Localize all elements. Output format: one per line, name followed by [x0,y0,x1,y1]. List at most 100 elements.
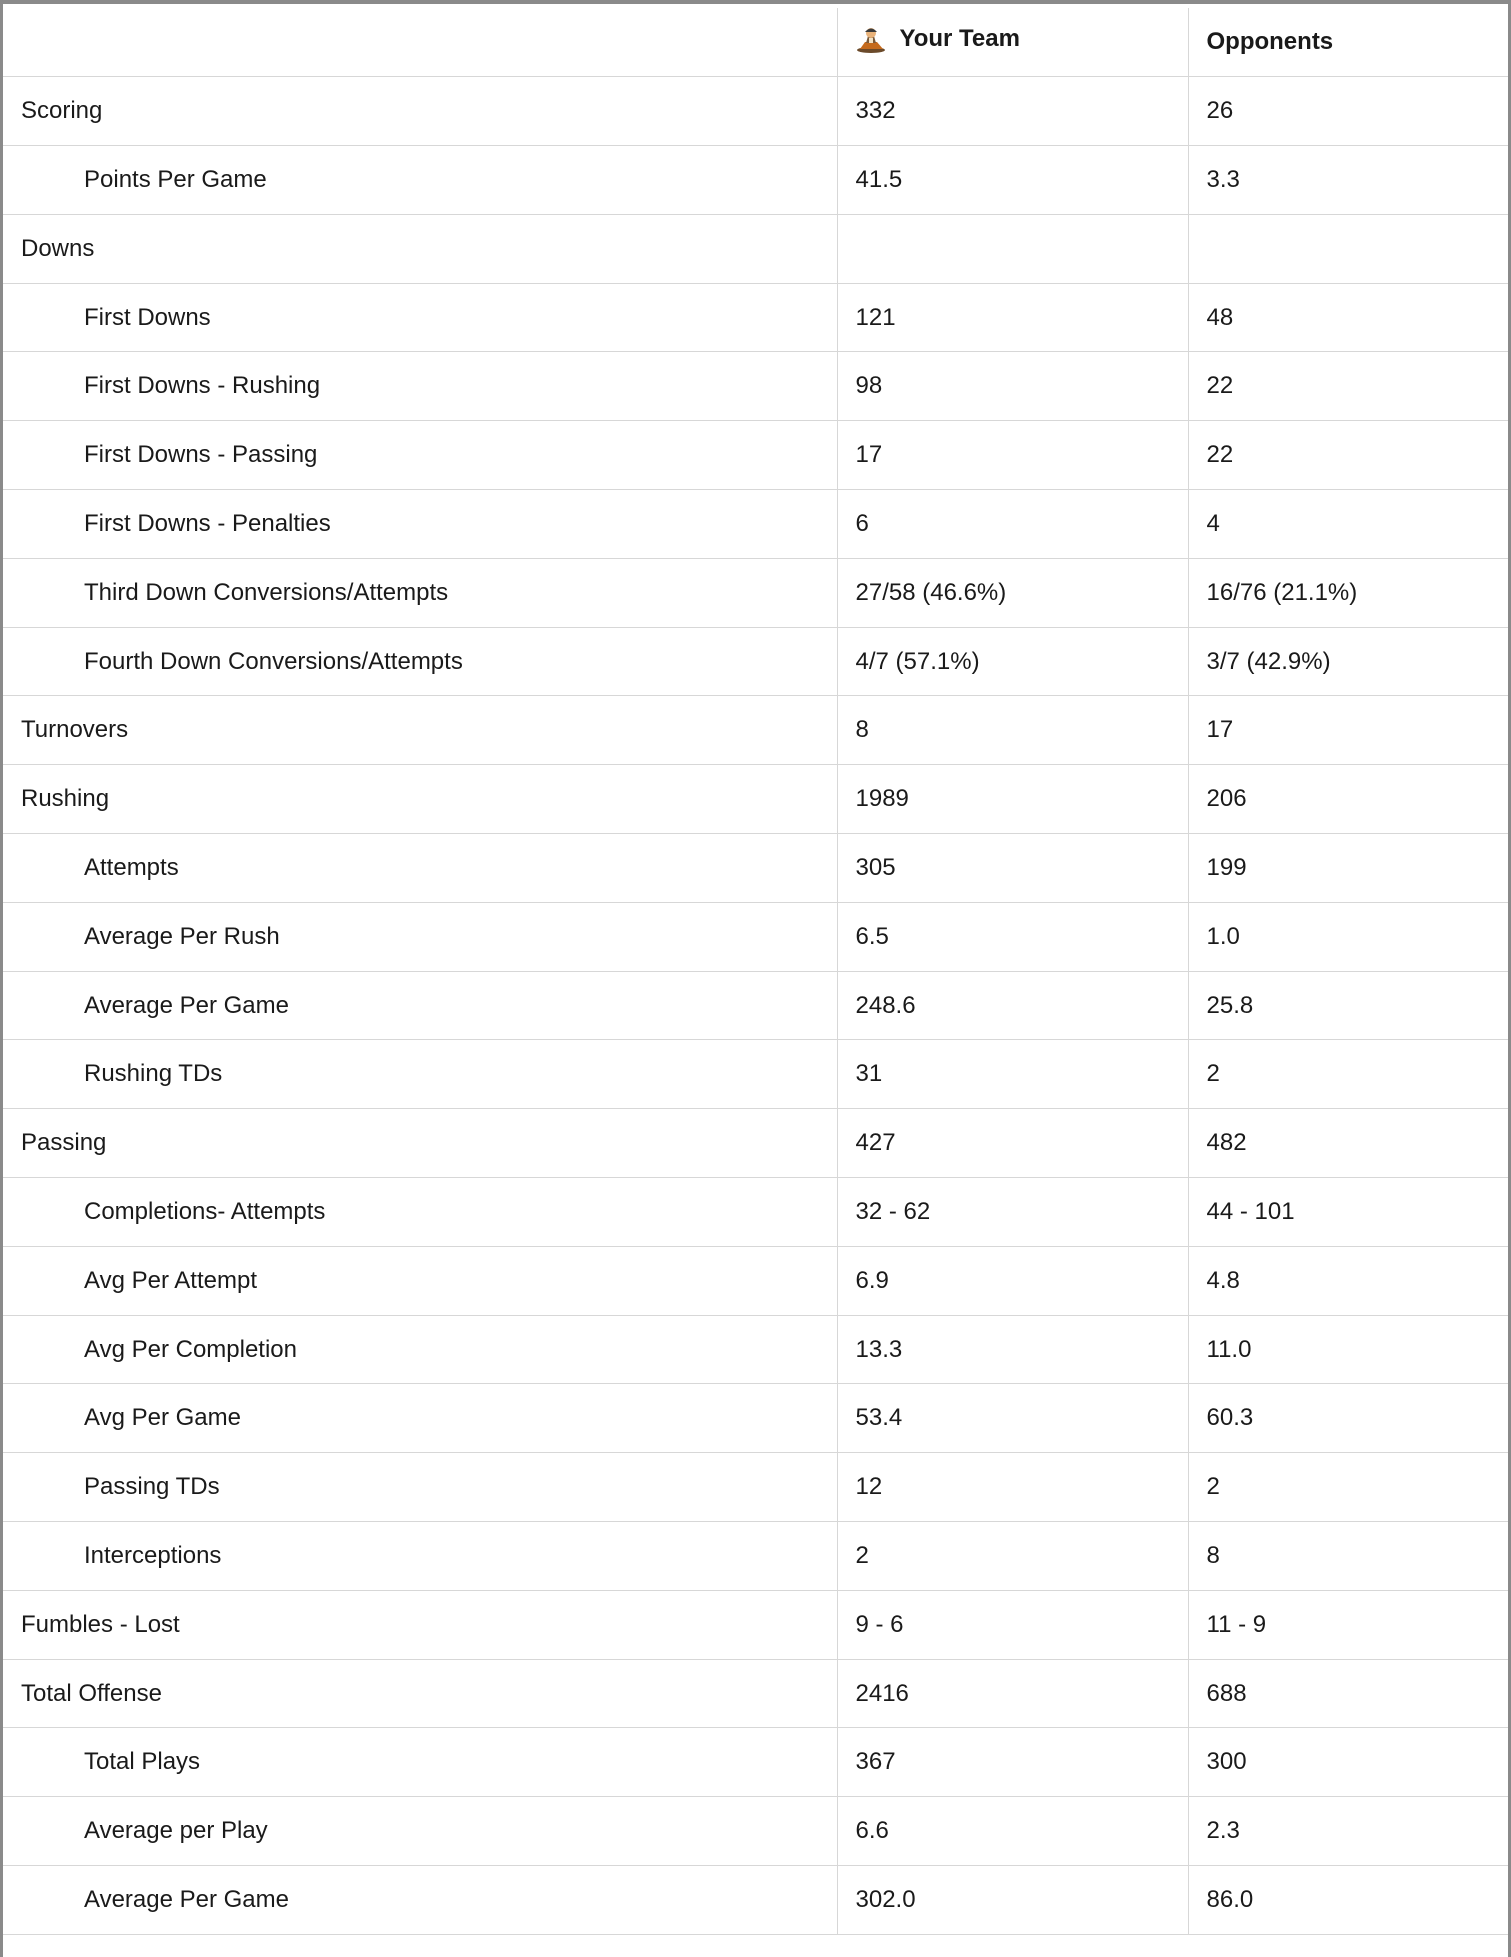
opponents-value: 300 [1187,1727,1508,1798]
stat-label: Attempts [3,833,837,903]
opponents-value: 2.3 [1187,1796,1508,1867]
opponents-value: 44 - 101 [1187,1177,1508,1247]
your-team-value: 32 - 62 [836,1177,1188,1247]
table-row: Total Plays 367 300 [3,1727,1508,1798]
opponents-value: 199 [1187,833,1508,903]
opponents-value: 86.0 [1187,1865,1508,1935]
your-team-value: 1989 [836,764,1188,835]
table-row: Rushing TDs 31 2 [3,1039,1508,1110]
your-team-value: 248.6 [836,971,1188,1041]
your-team-value: 53.4 [836,1383,1188,1454]
table-row: Avg Per Completion 13.3 11.0 [3,1315,1508,1385]
opponents-value: 11.0 [1187,1315,1508,1385]
table-row: Average per Play 6.6 2.3 [3,1796,1508,1867]
opponents-value: 2 [1187,1039,1508,1110]
stat-label: Avg Per Game [3,1383,837,1454]
your-team-value: 332 [836,76,1188,147]
table-row: Rushing 1989 206 [3,764,1508,835]
stat-label: First Downs [3,283,837,353]
stat-label: Completions- Attempts [3,1177,837,1247]
your-team-value: 13.3 [836,1315,1188,1385]
opponents-value: 17 [1187,695,1508,766]
stat-label: First Downs - Passing [3,420,837,491]
team-mascot-icon [856,25,886,53]
table-header-row: Your Team Opponents [3,8,1508,78]
opponents-value: 16/76 (21.1%) [1187,558,1508,628]
stat-label: First Downs - Rushing [3,351,837,422]
your-team-value: 6.9 [836,1246,1188,1316]
table-row: First Downs 121 48 [3,283,1508,353]
opponents-value: 60.3 [1187,1383,1508,1454]
table-row: Interceptions 2 8 [3,1521,1508,1591]
your-team-value: 9 - 6 [836,1590,1188,1660]
your-team-value: 305 [836,833,1188,903]
opponents-value: 206 [1187,764,1508,835]
stat-label: Fumbles - Lost [3,1590,837,1660]
stat-label: Downs [3,214,837,284]
stat-label: Turnovers [3,695,837,766]
opponents-value: 25.8 [1187,971,1508,1041]
stat-label: Scoring [3,76,837,147]
your-team-value: 6 [836,489,1188,559]
your-team-value [836,214,1188,284]
stat-label: Average Per Rush [3,902,837,972]
table-row: Total Offense 2416 688 [3,1659,1508,1729]
stat-label: Passing [3,1108,837,1179]
opponents-value: 688 [1187,1659,1508,1729]
stat-label: First Downs - Penalties [3,489,837,559]
your-team-value: 121 [836,283,1188,353]
your-team-value: 17 [836,420,1188,491]
your-team-value: 6.6 [836,1796,1188,1867]
table-row: Fumbles - Lost 9 - 6 11 - 9 [3,1590,1508,1660]
opponents-value: 8 [1187,1521,1508,1591]
opponents-value: 2 [1187,1452,1508,1523]
your-team-value: 2416 [836,1659,1188,1729]
stat-label: Total Offense [3,1659,837,1729]
table-row: Attempts 305 199 [3,833,1508,903]
your-team-value: 8 [836,695,1188,766]
table-row: First Downs - Passing 17 22 [3,420,1508,491]
stat-label: Avg Per Completion [3,1315,837,1385]
stat-label: Rushing TDs [3,1039,837,1110]
team-stats-table: Your Team Opponents Scoring 332 26 Points P… [3,8,1508,1935]
opponents-value: 1.0 [1187,902,1508,972]
opponents-value: 11 - 9 [1187,1590,1508,1660]
stat-label: Average Per Game [3,971,837,1041]
table-row: Points Per Game 41.5 3.3 [3,145,1508,215]
opponents-value: 48 [1187,283,1508,353]
your-team-column-header: Your Team [836,8,1188,78]
opponents-value: 22 [1187,420,1508,491]
your-team-value: 4/7 (57.1%) [836,627,1188,697]
opponents-column-header: Opponents [1187,8,1508,78]
table-row: Average Per Game 302.0 86.0 [3,1865,1508,1935]
stat-column-header [3,8,837,78]
stat-label: Average per Play [3,1796,837,1867]
stat-label: Third Down Conversions/Attempts [3,558,837,628]
opponents-value: 22 [1187,351,1508,422]
stat-label: Avg Per Attempt [3,1246,837,1316]
your-team-value: 367 [836,1727,1188,1798]
your-team-value: 6.5 [836,902,1188,972]
opponents-value: 482 [1187,1108,1508,1179]
your-team-value: 98 [836,351,1188,422]
table-row: Passing 427 482 [3,1108,1508,1179]
table-row: Passing TDs 12 2 [3,1452,1508,1523]
your-team-value: 12 [836,1452,1188,1523]
your-team-value: 2 [836,1521,1188,1591]
your-team-value: 302.0 [836,1865,1188,1935]
table-row: Fourth Down Conversions/Attempts 4/7 (57.… [3,627,1508,697]
table-row: Average Per Rush 6.5 1.0 [3,902,1508,972]
your-team-value: 31 [836,1039,1188,1110]
table-row: Downs [3,214,1508,284]
table-row: Scoring 332 26 [3,76,1508,147]
table-row: Turnovers 8 17 [3,695,1508,766]
table-row: Avg Per Game 53.4 60.3 [3,1383,1508,1454]
opponents-value: 3/7 (42.9%) [1187,627,1508,697]
opponents-value: 4 [1187,489,1508,559]
stat-label: Total Plays [3,1727,837,1798]
table-row: Average Per Game 248.6 25.8 [3,971,1508,1041]
table-row: First Downs - Penalties 6 4 [3,489,1508,559]
opponents-value [1187,214,1508,284]
opponents-value: 26 [1187,76,1508,147]
